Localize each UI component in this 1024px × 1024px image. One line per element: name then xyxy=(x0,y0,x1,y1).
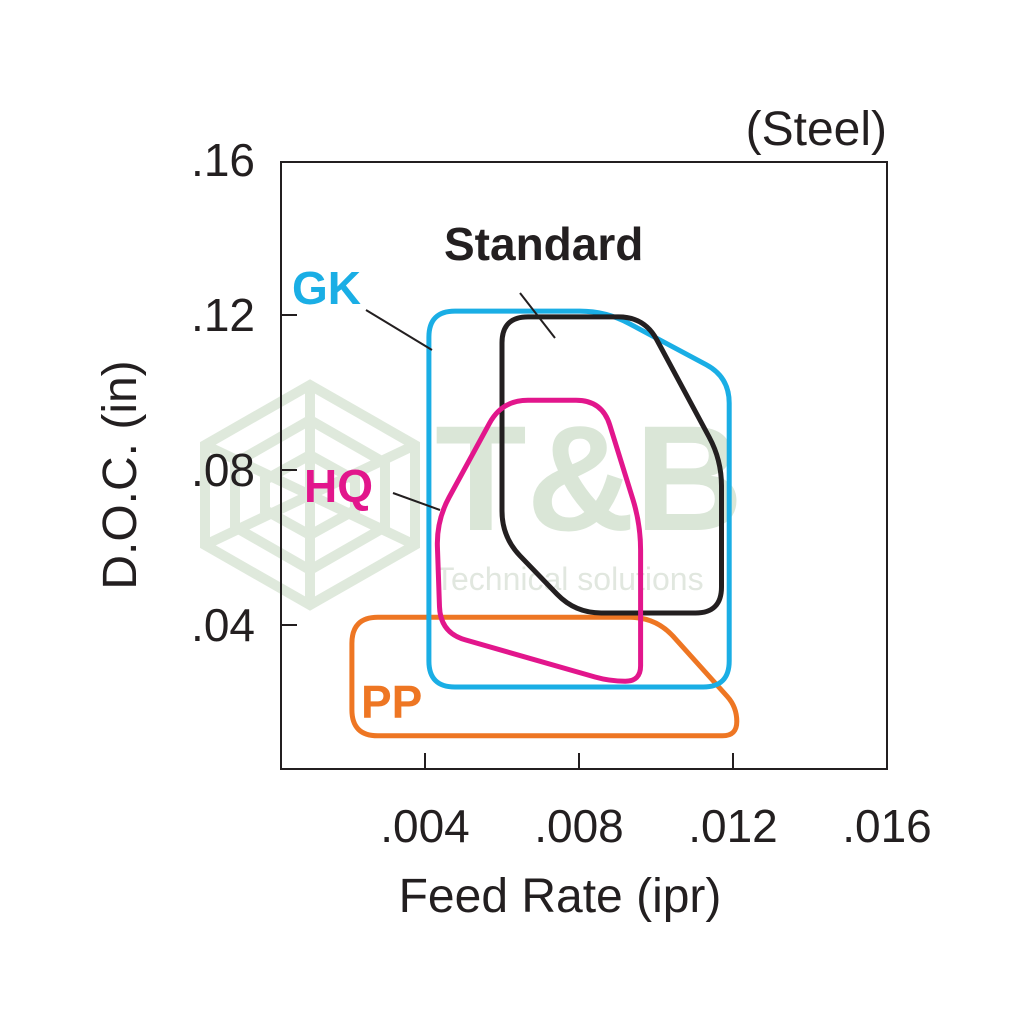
leader-lines xyxy=(365,292,556,511)
x-tick-label: .008 xyxy=(534,800,624,852)
y-tick-label: .16 xyxy=(191,134,255,186)
watermark-tagline: Technical solutions xyxy=(435,561,704,597)
region-standard xyxy=(499,314,724,616)
leader-gk xyxy=(365,309,433,351)
label-pp: PP xyxy=(361,676,422,728)
label-standard: Standard xyxy=(444,218,643,270)
y-tick-label: .08 xyxy=(191,444,255,496)
label-hq: HQ xyxy=(304,460,373,512)
watermark: T&B Technical solutions xyxy=(200,379,743,611)
region-hq xyxy=(434,397,644,684)
y-tick-label: .12 xyxy=(191,289,255,341)
region-pp xyxy=(349,614,740,739)
y-tick-label: .04 xyxy=(191,599,255,651)
y-axis-label: D.O.C. (in) xyxy=(94,360,147,589)
leader-hq xyxy=(392,492,441,511)
regions xyxy=(349,308,740,739)
region-gk xyxy=(426,308,732,690)
watermark-hexagon-icon xyxy=(200,379,420,611)
chart-subtitle: (Steel) xyxy=(746,103,887,156)
leader-standard xyxy=(519,292,556,339)
ticks: .004 .008 .012 .016 .04 .08 .12 .16 xyxy=(191,134,932,852)
x-tick-label: .012 xyxy=(688,800,778,852)
x-axis-label: Feed Rate (ipr) xyxy=(399,870,722,923)
label-gk: GK xyxy=(292,262,361,314)
x-tick-label: .004 xyxy=(380,800,470,852)
watermark-logo: T&B xyxy=(435,394,743,562)
x-tick-label: .016 xyxy=(842,800,932,852)
plot-frame xyxy=(280,161,888,770)
